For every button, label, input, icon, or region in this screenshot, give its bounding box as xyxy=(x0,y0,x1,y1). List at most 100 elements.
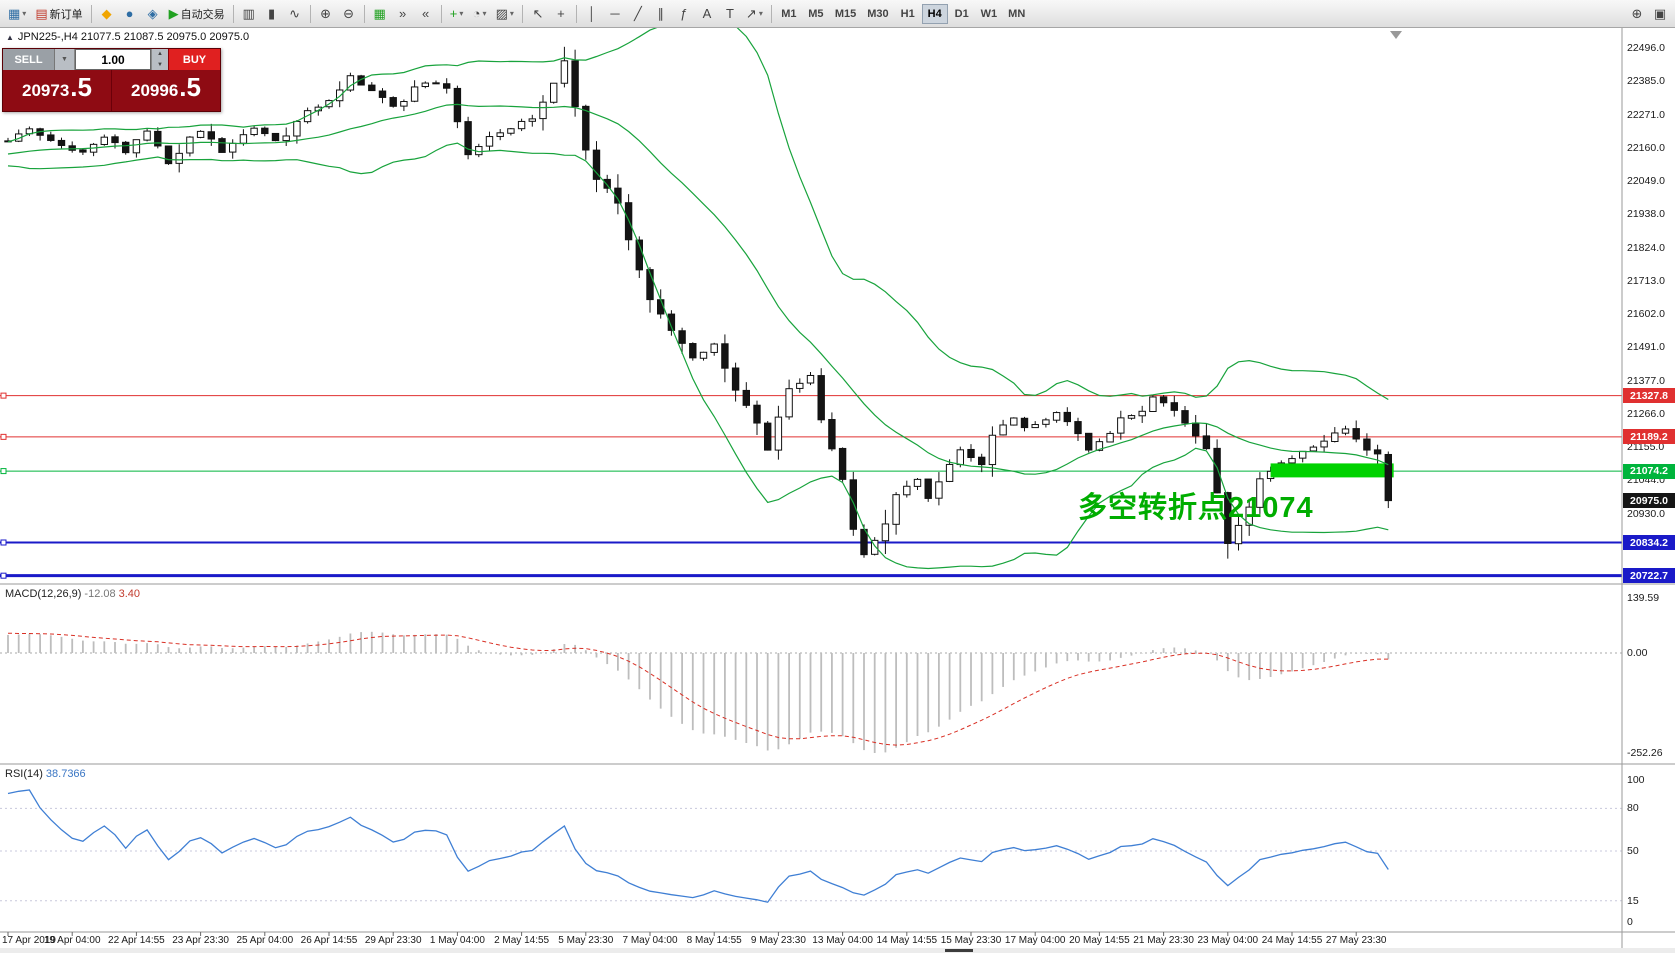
timeframe-m1-button[interactable]: M1 xyxy=(781,7,797,20)
crosshair-button[interactable]: + xyxy=(550,3,572,25)
time-axis-label[interactable]: 27 May 23:30 xyxy=(1325,935,1387,946)
buy-button[interactable]: BUY xyxy=(168,49,220,70)
text-button[interactable]: A xyxy=(696,3,718,25)
volume-dropdown-button[interactable]: ▼ xyxy=(55,49,75,70)
chart-shift-marker[interactable] xyxy=(1390,31,1402,39)
horizontal-scrollbar[interactable] xyxy=(0,948,1675,953)
cursor-button[interactable]: ↖ xyxy=(527,3,549,25)
market-watch-button[interactable]: ● xyxy=(119,3,141,25)
buy-price-frac: .5 xyxy=(179,72,201,102)
support-rectangle-drawing[interactable] xyxy=(1270,463,1394,478)
line-handle[interactable] xyxy=(0,392,7,399)
volume-stepper[interactable]: ▲ ▼ xyxy=(151,49,168,70)
timeframe-h4-button[interactable]: H4 xyxy=(921,3,948,24)
price-axis-label: 22385.0 xyxy=(1627,75,1665,88)
arrows-button[interactable]: ↗ ▾ xyxy=(742,3,767,25)
toolbar: ▦ ▾ ▤ 新订单 ◆ ● ◈ ▶ 自动交易 ▥ ▮ ∿ ⊕ ⊖ ▦» «+ ▾ ◔ ▾ ▨ ▾ ↖ + │ ─ ╱ ∥ ƒ A T ↗ ▾ M… xyxy=(0,0,1675,28)
order-panel-controls: SELL ▼ 1.00 ▲ ▼ BUY xyxy=(3,49,220,70)
trendline-button[interactable]: ╱ xyxy=(627,3,649,25)
line-handle[interactable] xyxy=(0,433,7,440)
chart-shift-button[interactable]: « xyxy=(415,3,437,25)
arrange-windows-button[interactable]: ▦ xyxy=(369,3,391,25)
algo-trading-button[interactable]: ▶ 自动交易 xyxy=(165,3,229,25)
vertical-line-button[interactable]: │ xyxy=(581,3,603,25)
line-chart-button[interactable]: ∿ xyxy=(284,3,306,25)
new-chart-button[interactable]: ▦ ▾ xyxy=(4,3,30,25)
volume-input[interactable]: 1.00 xyxy=(75,49,151,70)
auto-scroll-button[interactable]: » xyxy=(392,3,414,25)
volume-up-icon[interactable]: ▲ xyxy=(157,51,163,58)
rsi-axis-label: 15 xyxy=(1627,894,1639,907)
price-axis-label: 22160.0 xyxy=(1627,141,1665,154)
time-axis-label[interactable]: 29 Apr 23:30 xyxy=(364,935,422,946)
candlestick-chart-button[interactable]: ▮ xyxy=(261,3,283,25)
chevron-down-icon: ▾ xyxy=(509,9,514,18)
timeframe-h1-button[interactable]: H1 xyxy=(900,7,915,20)
zoom-out-button[interactable]: ⊖ xyxy=(338,3,360,25)
timeframe-m15-button[interactable]: M15 xyxy=(834,7,857,20)
price-tag: 20834.2 xyxy=(1623,535,1675,550)
time-axis-label[interactable]: 20 May 14:55 xyxy=(1069,935,1130,946)
indicators-icon: + xyxy=(449,6,458,21)
timeframe-m5-button[interactable]: M5 xyxy=(808,7,824,20)
templates-button[interactable]: ▨ ▾ xyxy=(492,3,518,25)
sell-button[interactable]: SELL xyxy=(3,49,55,70)
chevron-down-icon: ▾ xyxy=(482,9,487,18)
line-handle[interactable] xyxy=(0,572,7,579)
time-axis-label[interactable]: 22 Apr 14:55 xyxy=(108,935,165,946)
time-axis-label[interactable]: 1 May 04:00 xyxy=(429,935,485,946)
indicators-button[interactable]: + ▾ xyxy=(446,3,468,25)
new-order-button[interactable]: ▤ 新订单 xyxy=(31,3,86,25)
price-axis-label: 21491.0 xyxy=(1627,341,1665,354)
volume-down-icon[interactable]: ▼ xyxy=(157,61,163,68)
time-axis-label[interactable]: 7 May 04:00 xyxy=(622,935,678,946)
line-handle[interactable] xyxy=(0,539,7,546)
time-axis-label[interactable]: 15 May 23:30 xyxy=(940,935,1002,946)
periods-button[interactable]: ◔ ▾ xyxy=(469,3,491,25)
symbol-ohlc-info: ▲ JPN225-,H4 21077.5 21087.5 20975.0 209… xyxy=(6,31,249,43)
time-axis-label[interactable]: 5 May 23:30 xyxy=(558,935,614,946)
price-axis-label: 21824.0 xyxy=(1627,241,1665,254)
bollinger-band-line xyxy=(7,103,1389,475)
bar-chart-button[interactable]: ▥ xyxy=(238,3,260,25)
line-handle[interactable] xyxy=(0,468,7,475)
timeframe-w1-button[interactable]: W1 xyxy=(980,7,998,20)
label-button[interactable]: T xyxy=(719,3,741,25)
time-axis-label[interactable]: 14 May 14:55 xyxy=(876,935,938,946)
horizontal-line-button[interactable]: ─ xyxy=(604,3,626,25)
scrollbar-thumb[interactable] xyxy=(945,949,973,952)
time-axis-label[interactable]: 13 May 04:00 xyxy=(812,935,873,946)
time-axis-label[interactable]: 8 May 14:55 xyxy=(686,935,742,946)
chart-annotation-text[interactable]: 多空转折点21074 xyxy=(1078,492,1314,524)
time-axis-label[interactable]: 25 Apr 04:00 xyxy=(236,935,294,946)
time-axis-label[interactable]: 9 May 23:30 xyxy=(750,935,806,946)
buy-price[interactable]: 20996 .5 xyxy=(112,70,220,111)
navigator-button[interactable]: ◈ xyxy=(142,3,164,25)
time-axis-label[interactable]: 21 May 23:30 xyxy=(1133,935,1194,946)
time-axis-label[interactable]: 23 May 04:00 xyxy=(1197,935,1259,946)
time-axis-label[interactable]: 23 Apr 23:30 xyxy=(172,935,229,946)
timeframe-d1-button[interactable]: D1 xyxy=(954,7,969,20)
timeframe-mn-button[interactable]: MN xyxy=(1008,7,1026,20)
zoom-in-button[interactable]: ⊕ xyxy=(315,3,337,25)
symbol-icon: ▲ xyxy=(6,32,14,42)
metaeditor-button[interactable]: ◆ xyxy=(96,3,118,25)
search-button[interactable]: ⊕ xyxy=(1626,3,1648,25)
sell-price[interactable]: 20973 .5 xyxy=(3,70,111,111)
time-axis-label[interactable]: 17 May 04:00 xyxy=(1004,935,1066,946)
timeframe-m30-button[interactable]: M30 xyxy=(867,7,889,20)
toolbar-separator xyxy=(575,4,577,23)
channel-button[interactable]: ∥ xyxy=(650,3,672,25)
price-axis-label: 21266.0 xyxy=(1627,408,1665,420)
toolbar-separator xyxy=(521,4,523,23)
time-axis-label[interactable]: 19 Apr 04:00 xyxy=(43,935,101,946)
window-list-button[interactable]: ▣ xyxy=(1649,3,1671,25)
fibonacci-button[interactable]: ƒ xyxy=(673,3,695,25)
time-axis-label[interactable]: 24 May 14:55 xyxy=(1261,935,1323,946)
time-axis-label[interactable]: 2 May 14:55 xyxy=(494,935,550,946)
time-axis-label[interactable]: 17 Apr 2019 xyxy=(2,935,56,946)
toolbar-separator xyxy=(309,4,311,23)
time-axis-label[interactable]: 26 Apr 14:55 xyxy=(300,935,358,946)
price-axis-label: 21602.0 xyxy=(1627,308,1665,321)
